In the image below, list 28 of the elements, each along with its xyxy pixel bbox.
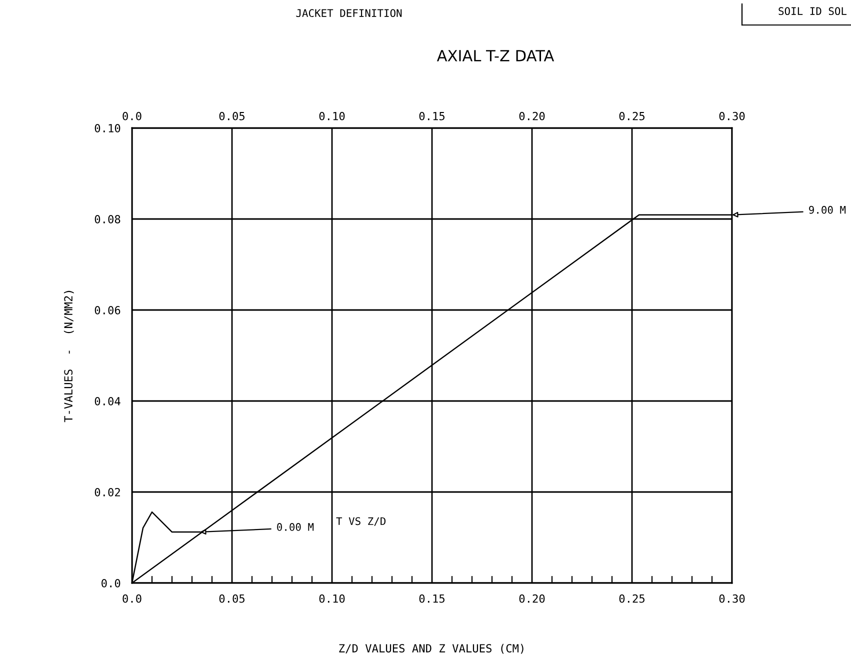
x-tick-label: 0.30 [719,112,745,120]
y-tick-label: 0.08 [94,215,120,224]
y-tick-label: 0.06 [94,306,120,314]
y-tick-label: 0.02 [94,488,120,496]
y-tick-label: 0.10 [94,124,120,132]
x-tick-label: 0.10 [319,112,345,120]
x2-tick-label: 0.05 [219,594,244,603]
x-tick-label: 0.15 [419,112,444,120]
y-axis-title: T-VALUES - (N/MM2) [64,290,74,422]
x2-tick-label: 0.10 [319,594,345,603]
x-tick-label: 0.0 [122,112,142,120]
x2-tick-label: 0.15 [419,594,444,603]
annotation: T VS Z/D [336,517,386,526]
y-tick-label: 0.04 [94,397,120,406]
text: 0.00 M [277,523,314,531]
x-tick-label: 0.25 [619,112,644,120]
x-tick-label: 0.05 [219,112,244,120]
x-tick-label: 0.20 [519,112,545,120]
x-axis-title: Z/D VALUES AND Z VALUES (CM) [339,644,524,654]
x2-tick-label: 0.0 [122,594,142,603]
text: SOIL ID SOL [778,7,847,16]
x2-tick-label: 0.20 [519,594,545,603]
text: 9.00 M [809,206,846,214]
x2-tick-label: 0.30 [719,594,745,603]
chart-subtitle: JACKET DEFINITION [296,9,402,18]
chart-title: AXIAL T-Z DATA [436,50,554,62]
y-tick-label: 0.0 [102,579,120,588]
x2-tick-label: 0.25 [619,594,644,603]
